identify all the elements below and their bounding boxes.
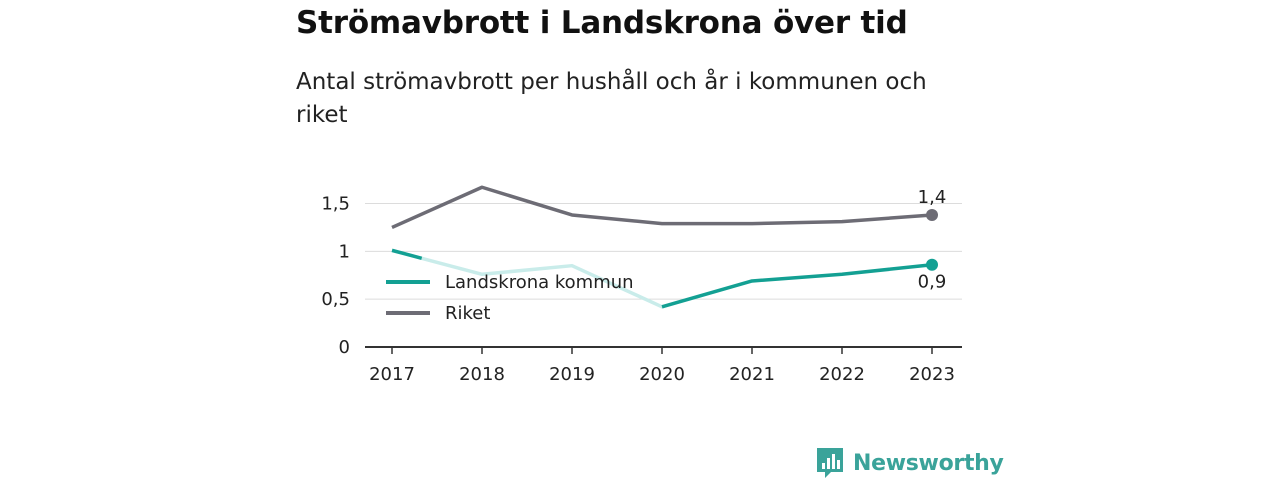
chart-subtitle: Antal strömavbrott per hushåll och år i … [296, 69, 927, 128]
series-end-dot-riket [926, 208, 938, 221]
end-label-landskrona: 0,9 [918, 272, 947, 293]
series-end-dot-landskrona [926, 258, 938, 271]
x-tick-label: 2023 [909, 364, 955, 385]
series-line-landskrona [661, 262, 933, 309]
x-tick-label: 2017 [369, 364, 415, 385]
legend: Landskrona kommun Riket [386, 272, 634, 324]
series-line-riket [391, 185, 933, 230]
chart-title: Strömavbrott i Landskrona över tid [296, 5, 908, 41]
x-tick-label: 2022 [819, 364, 865, 385]
series-line-landskrona-start [391, 248, 423, 260]
x-tick-label: 2020 [639, 364, 685, 385]
newsworthy-logo-icon [817, 448, 843, 478]
x-axis-ticks: 2017 2018 2019 2020 2021 2022 2023 [369, 347, 955, 385]
series-lines [391, 185, 938, 309]
y-tick-label: 0 [339, 337, 350, 358]
grid-lines [365, 203, 962, 348]
y-tick-label: 1 [339, 241, 350, 262]
y-axis-ticks: 0 0,5 1 1,5 [321, 194, 350, 359]
end-labels: 1,4 0,9 [918, 187, 947, 293]
end-label-riket: 1,4 [918, 187, 947, 208]
y-tick-label: 0,5 [321, 289, 350, 310]
y-tick-label: 1,5 [321, 194, 350, 215]
newsworthy-brand: Newsworthy [815, 446, 1004, 480]
x-tick-label: 2018 [459, 364, 505, 385]
brand-name: Newsworthy [853, 450, 1004, 476]
legend-item-landskrona-label: Landskrona kommun [445, 272, 634, 293]
legend-item-riket-label: Riket [445, 303, 490, 324]
x-tick-label: 2021 [729, 364, 775, 385]
x-tick-label: 2019 [549, 364, 595, 385]
